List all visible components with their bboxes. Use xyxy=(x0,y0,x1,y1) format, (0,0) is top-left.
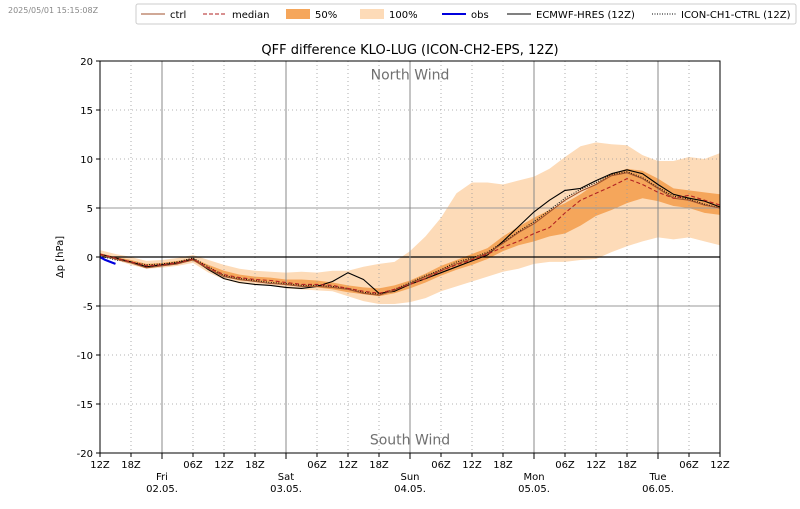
x-tick-label: 12Z xyxy=(462,460,482,471)
x-tick-label: 18Z xyxy=(369,460,389,471)
legend-label: 100% xyxy=(389,10,418,21)
date-label: 05.05. xyxy=(518,484,550,495)
grid-layer xyxy=(99,60,721,454)
x-tick-label: 12Z xyxy=(90,460,110,471)
y-tick-label: 0 xyxy=(87,253,93,264)
x-tick-label: 06Z xyxy=(431,460,451,471)
ich1-ctrl-line xyxy=(99,171,721,295)
day-label: Fri xyxy=(156,472,168,483)
axes-layer: North Wind South Wind -20 -15 -10 -5 0 5 10 15 20 1… xyxy=(55,43,730,495)
x-tick-label: 18Z xyxy=(121,460,141,471)
legend: ctrl median 50% 100% obs ECMWF-HRES (12Z) ICON… xyxy=(135,3,797,25)
chart-title: QFF difference KLO-LUG (ICON-CH2-EPS, 12… xyxy=(261,43,558,58)
x-tick-label: 12Z xyxy=(586,460,606,471)
south-wind-label: South Wind xyxy=(370,432,450,448)
y-axis-label: Δp [hPa] xyxy=(55,236,66,278)
y-tick-label: -20 xyxy=(77,449,93,460)
x-tick-label: 18Z xyxy=(617,460,637,471)
day-label: Sat xyxy=(278,472,294,483)
legend-label: ECMWF-HRES (12Z) xyxy=(536,10,635,21)
timestamp: 2025/05/01 15:15:08Z xyxy=(8,6,99,15)
date-label: 03.05. xyxy=(270,484,302,495)
obs-line xyxy=(99,256,116,265)
legend-label: 50% xyxy=(315,10,337,21)
x-tick-label: 12Z xyxy=(710,460,730,471)
date-label: 02.05. xyxy=(146,484,178,495)
day-label: Tue xyxy=(648,472,666,483)
y-tick-label: 5 xyxy=(87,204,93,215)
y-tick-label: 15 xyxy=(80,106,93,117)
x-tick-label: 12Z xyxy=(338,460,358,471)
legend-label: obs xyxy=(471,10,489,21)
x-tick-label: 18Z xyxy=(245,460,265,471)
legend-label: ICON-CH1-CTRL (12Z) xyxy=(681,10,791,21)
day-label: Mon xyxy=(523,472,544,483)
median-line xyxy=(99,178,721,294)
x-tick-label: 12Z xyxy=(214,460,234,471)
day-label: Sun xyxy=(400,472,419,483)
y-tick-label: -10 xyxy=(77,351,93,362)
y-tick-label: -15 xyxy=(77,400,93,411)
legend-swatch xyxy=(360,9,384,19)
y-tick-label: 10 xyxy=(80,155,93,166)
y-tick-label: 20 xyxy=(80,57,93,68)
legend-swatch xyxy=(286,9,310,19)
x-tick-label: 06Z xyxy=(183,460,203,471)
date-label: 04.05. xyxy=(394,484,426,495)
x-tick-label: 06Z xyxy=(679,460,699,471)
legend-label: median xyxy=(232,10,270,21)
y-tick-label: -5 xyxy=(83,302,93,313)
x-tick-label: 18Z xyxy=(493,460,513,471)
date-label: 06.05. xyxy=(642,484,674,495)
x-tick-label: 06Z xyxy=(555,460,575,471)
legend-label: ctrl xyxy=(170,10,186,21)
x-tick-label: 06Z xyxy=(307,460,327,471)
band-100-percent xyxy=(100,142,720,305)
north-wind-label: North Wind xyxy=(371,68,450,84)
